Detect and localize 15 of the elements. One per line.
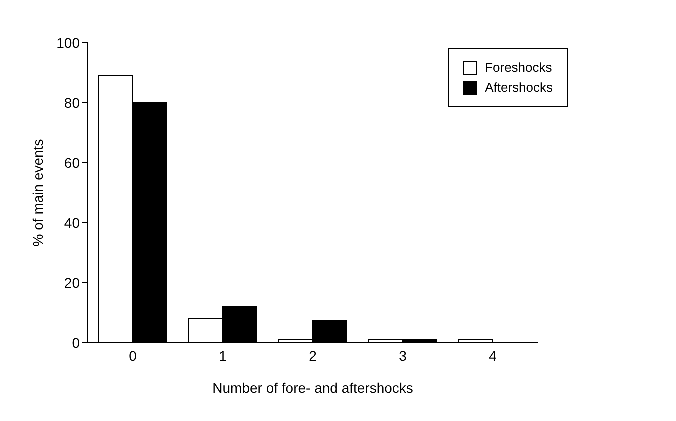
y-tick-label: 40 xyxy=(64,214,80,231)
legend-label: Foreshocks xyxy=(485,60,552,75)
y-axis-title: % of main events xyxy=(30,139,46,247)
x-tick-label: 2 xyxy=(309,348,318,364)
y-tick-label: 0 xyxy=(72,334,80,351)
y-tick-label: 20 xyxy=(64,274,80,291)
x-tick-label: 1 xyxy=(219,348,228,364)
legend-label: Aftershocks xyxy=(485,80,553,95)
y-tick-label: 100 xyxy=(56,34,80,51)
y-tick-label: 80 xyxy=(64,94,80,111)
y-tick-label: 60 xyxy=(64,154,80,171)
x-tick-label: 0 xyxy=(129,348,138,364)
x-axis-title: Number of fore- and aftershocks xyxy=(212,380,414,396)
x-tick-label: 3 xyxy=(399,348,408,364)
x-tick-label: 4 xyxy=(489,348,498,364)
